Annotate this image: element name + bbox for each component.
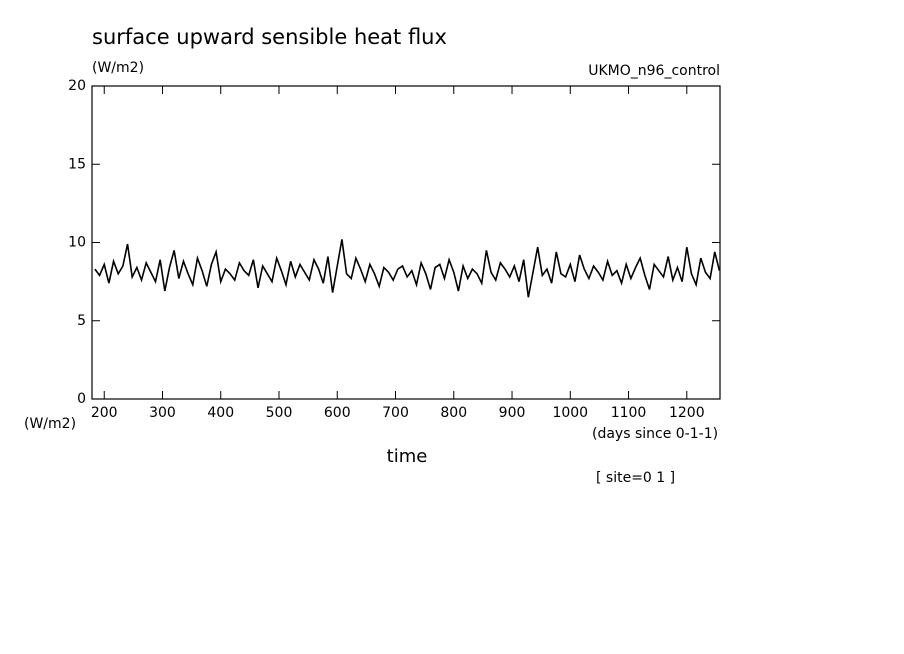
y-tick-label: 10 (68, 235, 86, 251)
x-tick-label: 1000 (552, 405, 588, 421)
x-tick-label: 900 (499, 405, 526, 421)
x-tick-label: 600 (324, 405, 351, 421)
chart-title: surface upward sensible heat flux (92, 25, 447, 49)
x-tick-label: 300 (149, 405, 176, 421)
x-tick-label: 1200 (669, 405, 705, 421)
x-tick-label: 700 (382, 405, 409, 421)
x-units: (days since 0-1-1) (592, 426, 718, 442)
x-tick-label: 500 (266, 405, 293, 421)
y-tick-label: 5 (77, 313, 86, 329)
y-tick-label: 15 (68, 156, 86, 172)
x-tick-label: 400 (207, 405, 234, 421)
x-tick-label: 1100 (611, 405, 647, 421)
data-line (94, 239, 721, 298)
x-tick-label: 800 (440, 405, 467, 421)
y-tick-label: 20 (68, 78, 86, 94)
y-units: (W/m2) (92, 60, 144, 76)
dataset-label: UKMO_n96_control (588, 63, 720, 79)
x-tick-label: 200 (91, 405, 118, 421)
plot-frame (91, 85, 721, 400)
x-axis-title: time (387, 446, 428, 467)
y-tick-label: 0 (77, 391, 86, 407)
y-units-corner: (W/m2) (24, 416, 76, 432)
annotation: [ site=0 1 ] (596, 470, 675, 486)
